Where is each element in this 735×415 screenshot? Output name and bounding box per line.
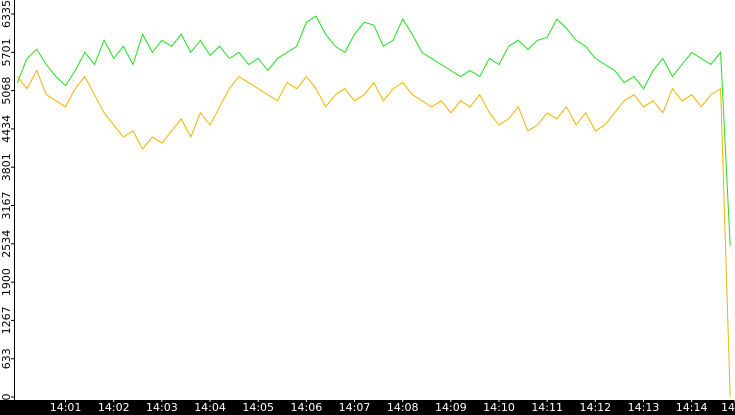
x-tick-label: 14:01 <box>50 401 82 414</box>
x-tick-label: 14:13 <box>628 401 660 414</box>
y-tick-label: 5701 <box>0 38 13 66</box>
y-tick-label: 6335 <box>0 0 13 28</box>
x-axis-band <box>0 400 735 415</box>
y-tick-label: 1267 <box>0 306 13 334</box>
x-tick-label: 14:08 <box>387 401 419 414</box>
y-tick-label: 0 <box>0 394 13 401</box>
series-line <box>16 15 731 246</box>
y-tick-label: 1900 <box>0 268 13 296</box>
x-tick-label: 14:12 <box>579 401 611 414</box>
y-tick-label: 2534 <box>0 230 13 258</box>
y-tick-label: 633 <box>0 348 13 369</box>
x-tick-label: 14:09 <box>435 401 467 414</box>
x-tick-label: 14 <box>721 401 735 414</box>
x-tick-label: 14:03 <box>146 401 178 414</box>
y-tick-label: 3167 <box>0 192 13 220</box>
y-tick-label: 3801 <box>0 153 13 181</box>
x-tick-label: 14:02 <box>98 401 130 414</box>
x-tick-label: 14:10 <box>483 401 515 414</box>
x-tick-label: 14:14 <box>676 401 708 414</box>
y-tick-label: 4434 <box>0 115 13 143</box>
x-tick-label: 14:04 <box>194 401 226 414</box>
x-tick-label: 14:06 <box>291 401 323 414</box>
x-tick-label: 14:11 <box>531 401 563 414</box>
x-tick-label: 14:05 <box>242 401 274 414</box>
x-tick-label: 14:07 <box>339 401 371 414</box>
series-line <box>17 69 731 398</box>
y-tick-label: 5068 <box>0 77 13 105</box>
